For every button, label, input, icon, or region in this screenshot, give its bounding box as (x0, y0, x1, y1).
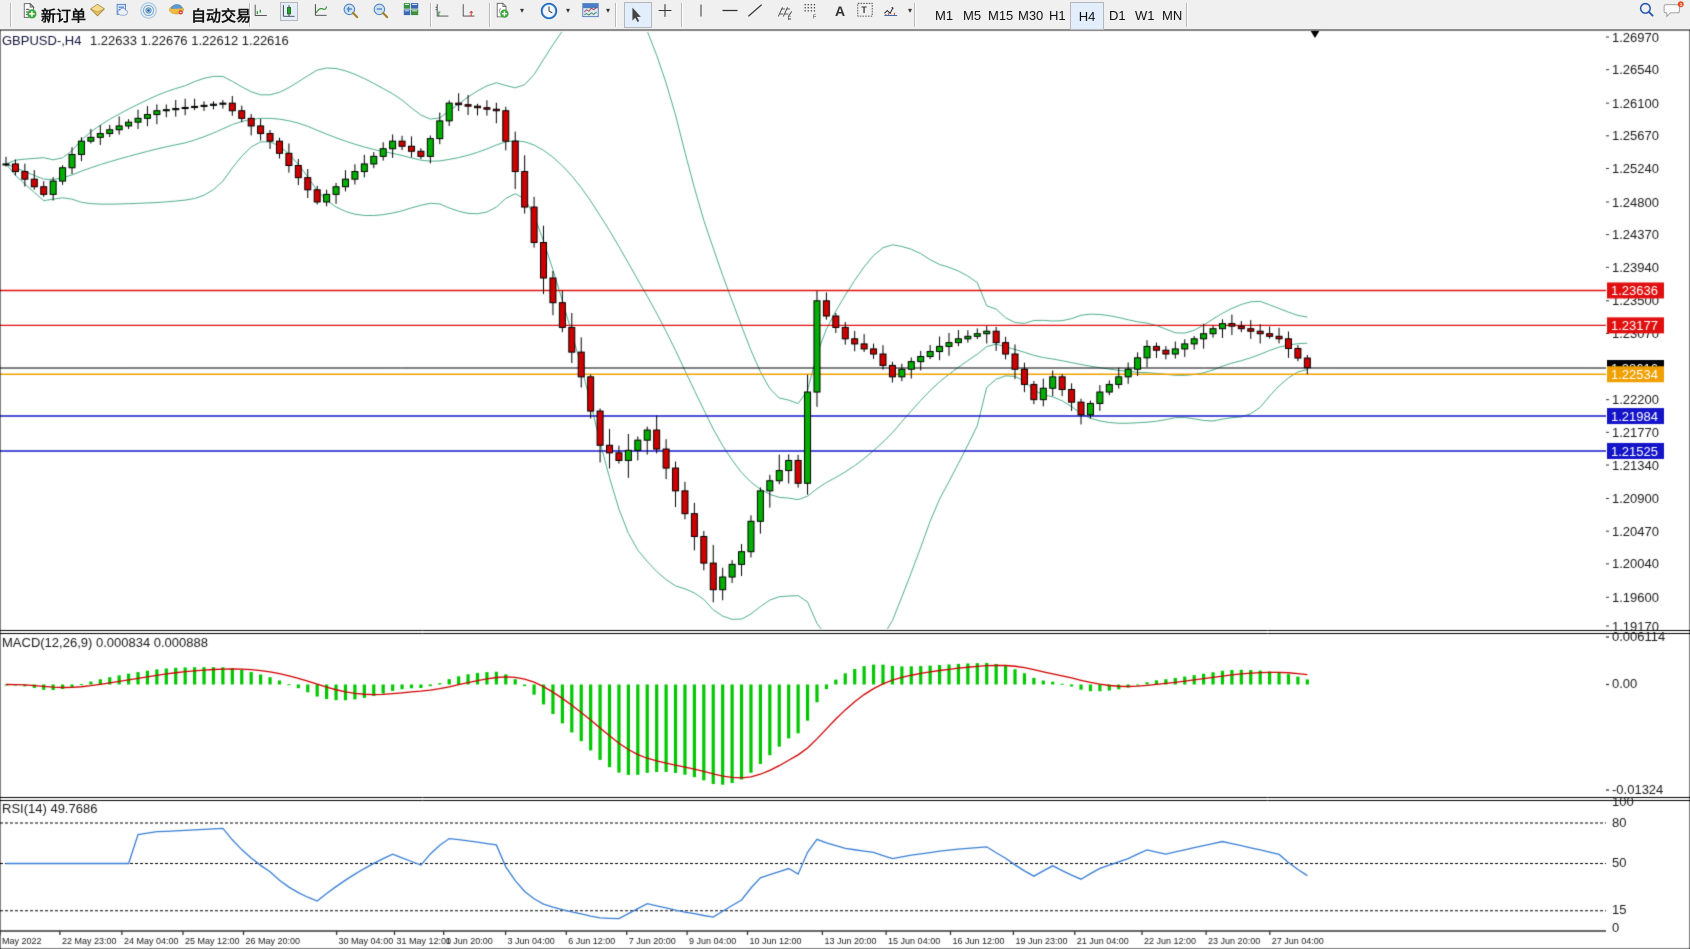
svg-text:1: 1 (1680, 2, 1683, 8)
svg-text:T: T (861, 5, 867, 15)
svg-text:F: F (813, 15, 817, 20)
svg-text:E: E (788, 16, 792, 21)
